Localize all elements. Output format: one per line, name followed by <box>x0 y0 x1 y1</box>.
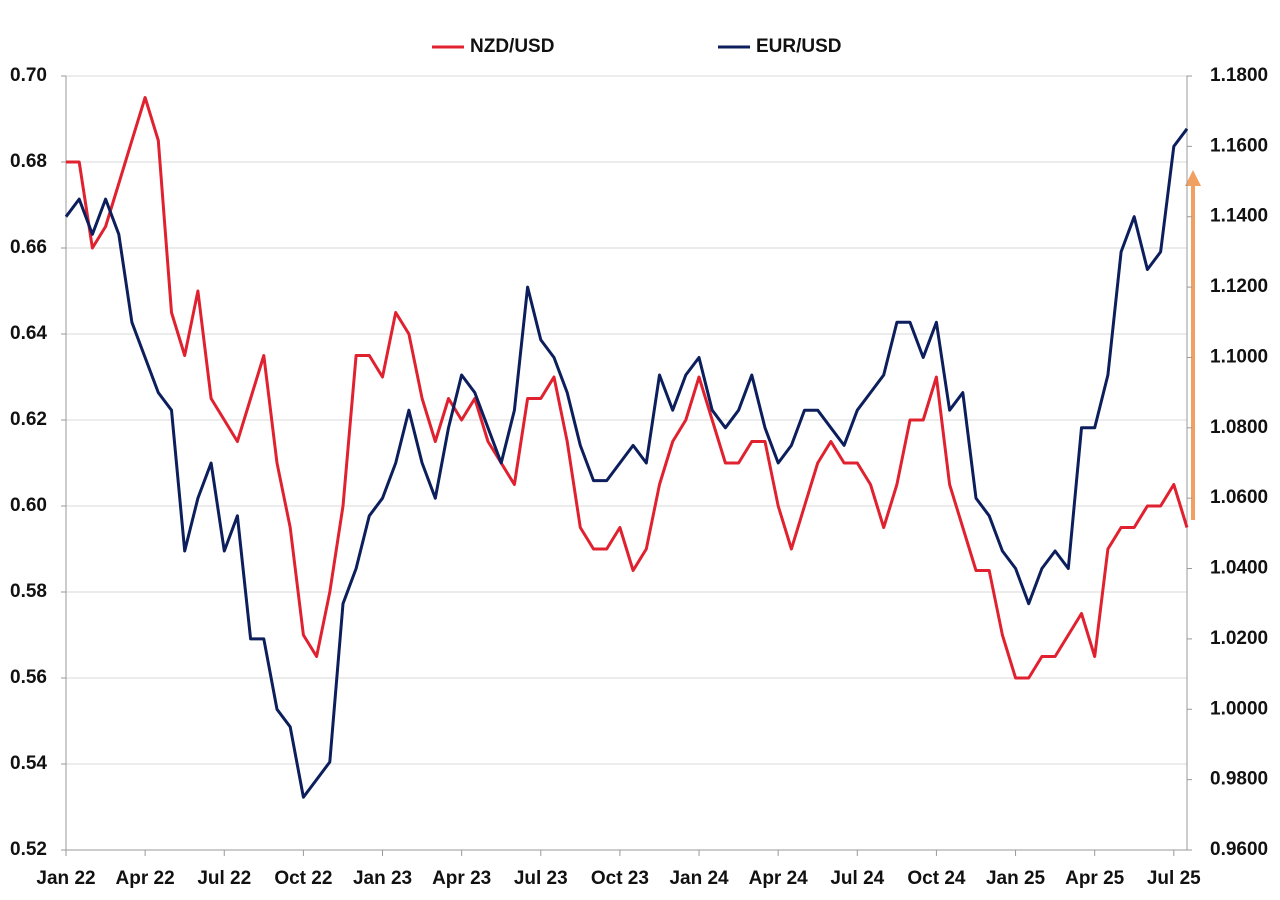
y2-tick-label: 1.0600 <box>1210 487 1268 508</box>
y2-tick-label: 1.1600 <box>1210 135 1268 156</box>
x-tick-label: Oct 22 <box>274 868 332 889</box>
x-tick-label: Jan 22 <box>36 868 95 889</box>
y-tick-label: 0.70 <box>10 65 47 86</box>
y2-tick-label: 1.1000 <box>1210 346 1268 367</box>
x-tick-label: Jan 25 <box>986 868 1046 889</box>
x-tick-label: Jan 24 <box>669 868 729 889</box>
x-tick-label: Jul 24 <box>830 868 884 889</box>
y-tick-label: 0.68 <box>10 151 47 172</box>
y-tick-label: 0.58 <box>10 581 47 602</box>
y-tick-label: 0.64 <box>10 323 47 344</box>
x-tick-label: Jul 25 <box>1147 868 1201 889</box>
x-tick-label: Oct 24 <box>907 868 966 889</box>
y2-tick-label: 1.0800 <box>1210 417 1268 438</box>
y2-tick-label: 0.9600 <box>1210 839 1268 860</box>
y-tick-label: 0.62 <box>10 409 47 430</box>
series-line <box>64 127 1189 799</box>
y2-tick-label: 1.0400 <box>1210 558 1268 579</box>
y-tick-label: 0.60 <box>10 495 47 516</box>
series-line <box>66 96 1189 680</box>
y2-tick-label: 0.9800 <box>1210 769 1268 790</box>
y2-tick-label: 1.1400 <box>1210 206 1268 227</box>
y-tick-label: 0.56 <box>10 667 47 688</box>
x-tick-label: Apr 24 <box>749 868 809 889</box>
x-tick-label: Apr 22 <box>116 868 175 889</box>
x-tick-label: Jan 23 <box>353 868 412 889</box>
y-tick-label: 0.54 <box>10 753 47 774</box>
y2-tick-label: 1.0200 <box>1210 628 1268 649</box>
legend-label: NZD/USD <box>470 36 554 57</box>
y2-tick-label: 1.1800 <box>1210 65 1268 86</box>
x-tick-label: Oct 23 <box>591 868 649 889</box>
x-tick-label: Jul 22 <box>197 868 251 889</box>
x-tick-label: Apr 25 <box>1065 868 1125 889</box>
y2-tick-label: 1.0000 <box>1210 698 1268 719</box>
y-tick-label: 0.66 <box>10 237 47 258</box>
y2-tick-label: 1.1200 <box>1210 276 1268 297</box>
legend-label: EUR/USD <box>756 36 842 57</box>
x-tick-label: Apr 23 <box>432 868 491 889</box>
y-tick-label: 0.52 <box>10 839 47 860</box>
annotation-arrowhead <box>1185 170 1201 186</box>
x-tick-label: Jul 23 <box>514 868 568 889</box>
